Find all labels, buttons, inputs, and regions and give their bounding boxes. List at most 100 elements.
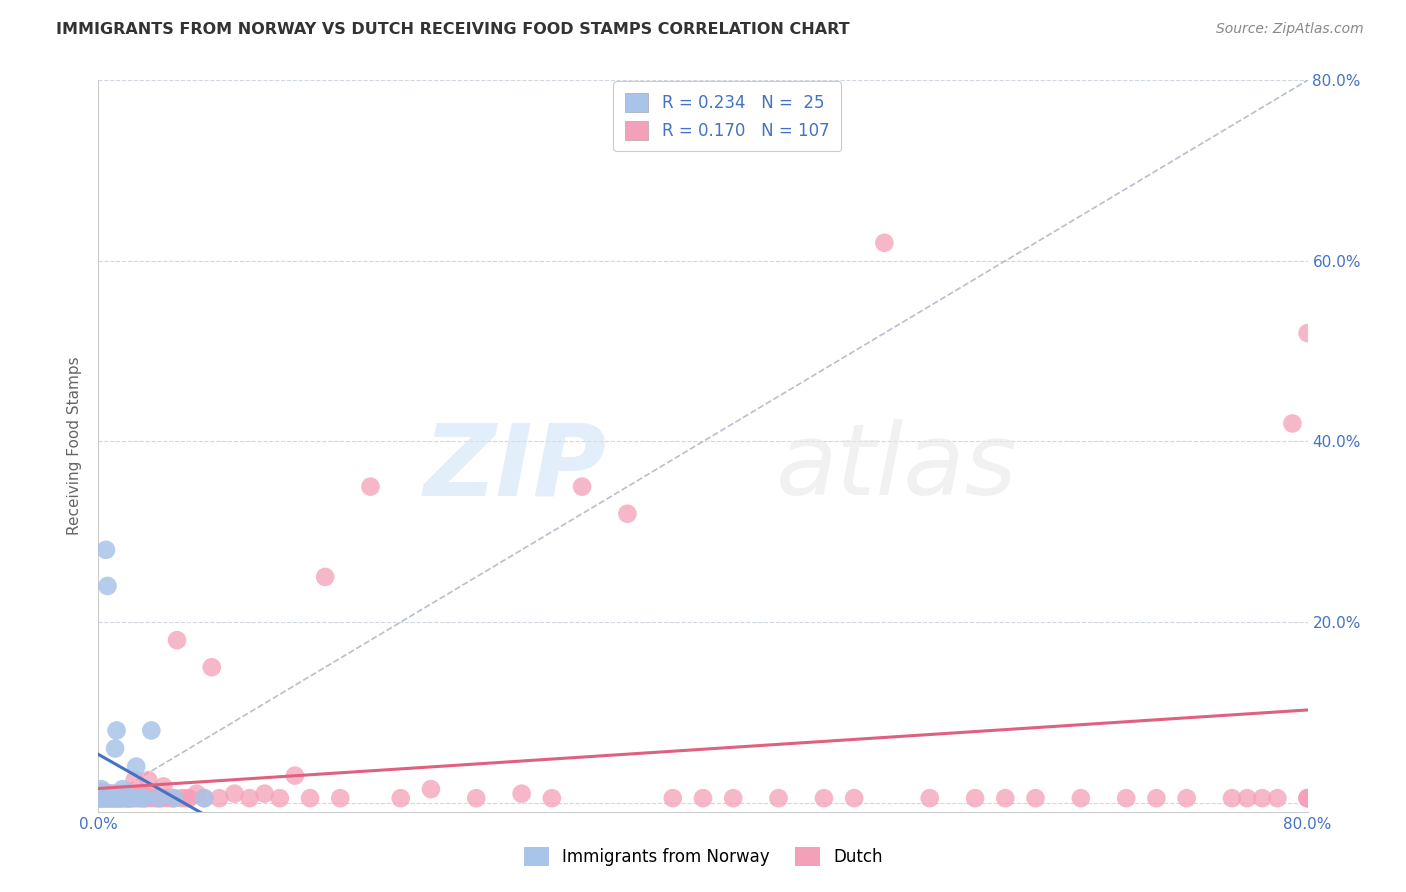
Point (105, 789, 128, 803)
Point (692, 791, 714, 805)
Point (152, 780, 174, 794)
Point (1144, 791, 1167, 805)
Point (105, 791, 128, 805)
Point (132, 791, 155, 805)
Point (127, 789, 149, 803)
Point (1296, 326, 1319, 340)
Point (132, 789, 155, 803)
Point (329, 791, 352, 805)
Point (114, 791, 136, 805)
Point (129, 787, 152, 801)
Point (1296, 791, 1319, 805)
Point (96, 791, 118, 805)
Point (145, 791, 167, 805)
Point (112, 787, 135, 801)
Point (93, 791, 115, 805)
Y-axis label: Receiving Food Stamps: Receiving Food Stamps (67, 357, 83, 535)
Point (465, 791, 488, 805)
Point (132, 791, 155, 805)
Point (90, 782, 112, 797)
Point (98, 787, 121, 801)
Point (120, 791, 142, 805)
Point (90, 787, 112, 801)
Point (128, 791, 150, 805)
Point (115, 791, 138, 805)
Point (768, 791, 790, 805)
Point (253, 787, 276, 801)
Point (108, 791, 131, 805)
Point (125, 759, 148, 773)
Point (101, 791, 124, 805)
Point (918, 791, 941, 805)
Point (179, 791, 201, 805)
Point (1070, 791, 1092, 805)
Text: IMMIGRANTS FROM NORWAY VS DUTCH RECEIVING FOOD STAMPS CORRELATION CHART: IMMIGRANTS FROM NORWAY VS DUTCH RECEIVIN… (56, 22, 849, 37)
Point (160, 791, 183, 805)
Point (87, 791, 110, 805)
Point (1236, 791, 1258, 805)
Point (124, 773, 146, 788)
Point (873, 235, 896, 250)
Point (1251, 791, 1274, 805)
Point (269, 791, 291, 805)
Point (284, 769, 307, 783)
Point (103, 789, 125, 803)
Point (360, 480, 382, 494)
Point (121, 789, 143, 803)
Point (166, 633, 188, 648)
Point (170, 791, 193, 805)
Point (91, 791, 114, 805)
Point (314, 570, 336, 584)
Point (135, 791, 157, 805)
Point (107, 791, 129, 805)
Point (994, 791, 1017, 805)
Point (89, 791, 111, 805)
Point (98, 791, 121, 805)
Point (129, 791, 152, 805)
Point (122, 791, 145, 805)
Point (239, 791, 262, 805)
Point (91, 791, 114, 805)
Point (155, 791, 177, 805)
Point (208, 791, 231, 805)
Point (96, 579, 118, 593)
Point (104, 741, 127, 756)
Point (571, 480, 593, 494)
Point (299, 791, 322, 805)
Point (193, 791, 215, 805)
Point (174, 791, 197, 805)
Point (1296, 791, 1319, 805)
Point (136, 773, 159, 788)
Point (98, 791, 121, 805)
Point (125, 791, 148, 805)
Point (201, 660, 224, 674)
Point (118, 791, 141, 805)
Point (94, 787, 117, 801)
Point (111, 782, 134, 797)
Point (1220, 791, 1243, 805)
Point (813, 791, 835, 805)
Point (1175, 791, 1198, 805)
Point (114, 791, 136, 805)
Point (101, 787, 124, 801)
Point (163, 791, 186, 805)
Point (1296, 791, 1319, 805)
Point (965, 791, 987, 805)
Point (148, 791, 170, 805)
Point (110, 791, 132, 805)
Point (118, 791, 141, 805)
Point (111, 791, 134, 805)
Point (510, 787, 533, 801)
Text: Source: ZipAtlas.com: Source: ZipAtlas.com (1216, 22, 1364, 37)
Point (104, 787, 127, 801)
Point (100, 787, 122, 801)
Point (121, 791, 143, 805)
Text: ZIP: ZIP (423, 419, 606, 516)
Point (100, 791, 122, 805)
Point (93, 791, 115, 805)
Legend: R = 0.234   N =  25, R = 0.170   N = 107: R = 0.234 N = 25, R = 0.170 N = 107 (613, 81, 841, 152)
Point (723, 791, 745, 805)
Point (1115, 791, 1137, 805)
Point (103, 791, 125, 805)
Point (114, 789, 136, 803)
